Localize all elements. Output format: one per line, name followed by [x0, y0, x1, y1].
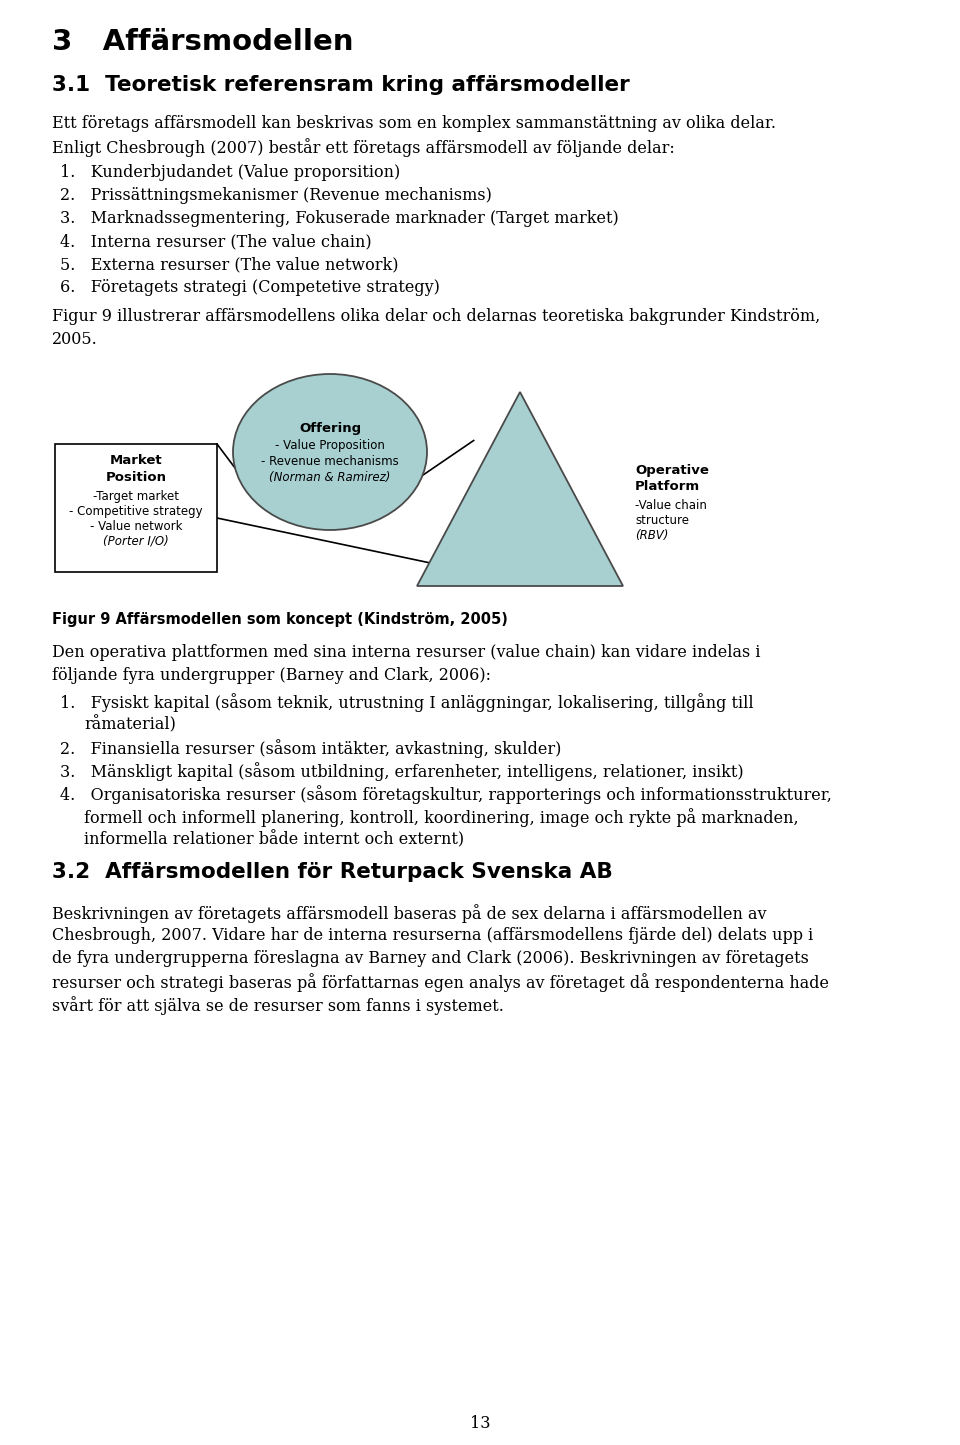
Text: - Value network: - Value network	[89, 520, 182, 533]
Text: Operative: Operative	[635, 464, 708, 477]
Text: Position: Position	[106, 471, 166, 484]
Text: Offering: Offering	[299, 422, 361, 435]
Text: 5.   Externa resurser (The value network): 5. Externa resurser (The value network)	[60, 256, 398, 273]
Text: (Porter I/O): (Porter I/O)	[103, 535, 169, 548]
Text: de fyra undergrupperna föreslagna av Barney and Clark (2006). Beskrivningen av f: de fyra undergrupperna föreslagna av Bar…	[52, 949, 809, 967]
Text: - Competitive strategy: - Competitive strategy	[69, 504, 203, 517]
Text: 4.   Interna resurser (The value chain): 4. Interna resurser (The value chain)	[60, 233, 372, 250]
Text: Beskrivningen av företagets affärsmodell baseras på de sex delarna i affärsmodel: Beskrivningen av företagets affärsmodell…	[52, 905, 766, 923]
Text: 3.1  Teoretisk referensram kring affärsmodeller: 3.1 Teoretisk referensram kring affärsmo…	[52, 75, 630, 95]
Text: 2005.: 2005.	[52, 331, 98, 348]
Text: 1.   Fysiskt kapital (såsom teknik, utrustning I anläggningar, lokalisering, til: 1. Fysiskt kapital (såsom teknik, utrust…	[60, 694, 754, 712]
Text: råmaterial): råmaterial)	[84, 717, 176, 734]
Text: 4.   Organisatoriska resurser (såsom företagskultur, rapporterings och informati: 4. Organisatoriska resurser (såsom föret…	[60, 785, 832, 803]
Text: 3.   Marknadssegmentering, Fokuserade marknader (Target market): 3. Marknadssegmentering, Fokuserade mark…	[60, 210, 619, 227]
Text: följande fyra undergrupper (Barney and Clark, 2006):: följande fyra undergrupper (Barney and C…	[52, 668, 491, 683]
Text: 3.2  Affärsmodellen för Returpack Svenska AB: 3.2 Affärsmodellen för Returpack Svenska…	[52, 863, 612, 881]
Text: resurser och strategi baseras på författarnas egen analys av företaget då respon: resurser och strategi baseras på författ…	[52, 972, 829, 991]
Text: Platform: Platform	[635, 480, 700, 493]
Text: -Target market: -Target market	[93, 490, 179, 503]
Text: svårt för att själva se de resurser som fanns i systemet.: svårt för att själva se de resurser som …	[52, 996, 504, 1014]
Text: structure: structure	[635, 514, 689, 527]
Text: Enligt Chesbrough (2007) består ett företags affärsmodell av följande delar:: Enligt Chesbrough (2007) består ett före…	[52, 139, 675, 158]
Text: 6.   Företagets strategi (Competetive strategy): 6. Företagets strategi (Competetive stra…	[60, 279, 440, 296]
Text: Market: Market	[109, 454, 162, 467]
Text: - Value Proposition: - Value Proposition	[276, 439, 385, 452]
Text: Chesbrough, 2007. Vidare har de interna resurserna (affärsmodellens fjärde del) : Chesbrough, 2007. Vidare har de interna …	[52, 928, 813, 944]
Text: 2.   Prissättningsmekanismer (Revenue mechanisms): 2. Prissättningsmekanismer (Revenue mech…	[60, 186, 492, 204]
Text: -Value chain: -Value chain	[635, 499, 707, 512]
Text: Figur 9 Affärsmodellen som koncept (Kindström, 2005): Figur 9 Affärsmodellen som koncept (Kind…	[52, 613, 508, 627]
Text: Ett företags affärsmodell kan beskrivas som en komplex sammanstättning av olika : Ett företags affärsmodell kan beskrivas …	[52, 116, 776, 131]
FancyBboxPatch shape	[55, 444, 217, 572]
Text: (Norman & Ramirez): (Norman & Ramirez)	[270, 471, 391, 484]
Text: Den operativa plattformen med sina interna resurser (value chain) kan vidare ind: Den operativa plattformen med sina inter…	[52, 644, 760, 660]
Ellipse shape	[233, 374, 427, 530]
Text: 3.   Mänskligt kapital (såsom utbildning, erfarenheter, intelligens, relationer,: 3. Mänskligt kapital (såsom utbildning, …	[60, 762, 744, 780]
Text: 1.   Kunderbjudandet (Value proporsition): 1. Kunderbjudandet (Value proporsition)	[60, 163, 400, 181]
Text: - Revenue mechanisms: - Revenue mechanisms	[261, 455, 398, 468]
Text: 13: 13	[469, 1415, 491, 1432]
Text: informella relationer både internt och externt): informella relationer både internt och e…	[84, 831, 464, 848]
Text: 3   Affärsmodellen: 3 Affärsmodellen	[52, 27, 353, 56]
Polygon shape	[417, 392, 623, 587]
Text: (RBV): (RBV)	[635, 529, 668, 542]
Text: formell och informell planering, kontroll, koordinering, image och rykte på mark: formell och informell planering, kontrol…	[84, 808, 799, 827]
Text: 2.   Finansiella resurser (såsom intäkter, avkastning, skulder): 2. Finansiella resurser (såsom intäkter,…	[60, 738, 562, 759]
Text: Figur 9 illustrerar affärsmodellens olika delar och delarnas teoretiska bakgrund: Figur 9 illustrerar affärsmodellens olik…	[52, 308, 820, 325]
